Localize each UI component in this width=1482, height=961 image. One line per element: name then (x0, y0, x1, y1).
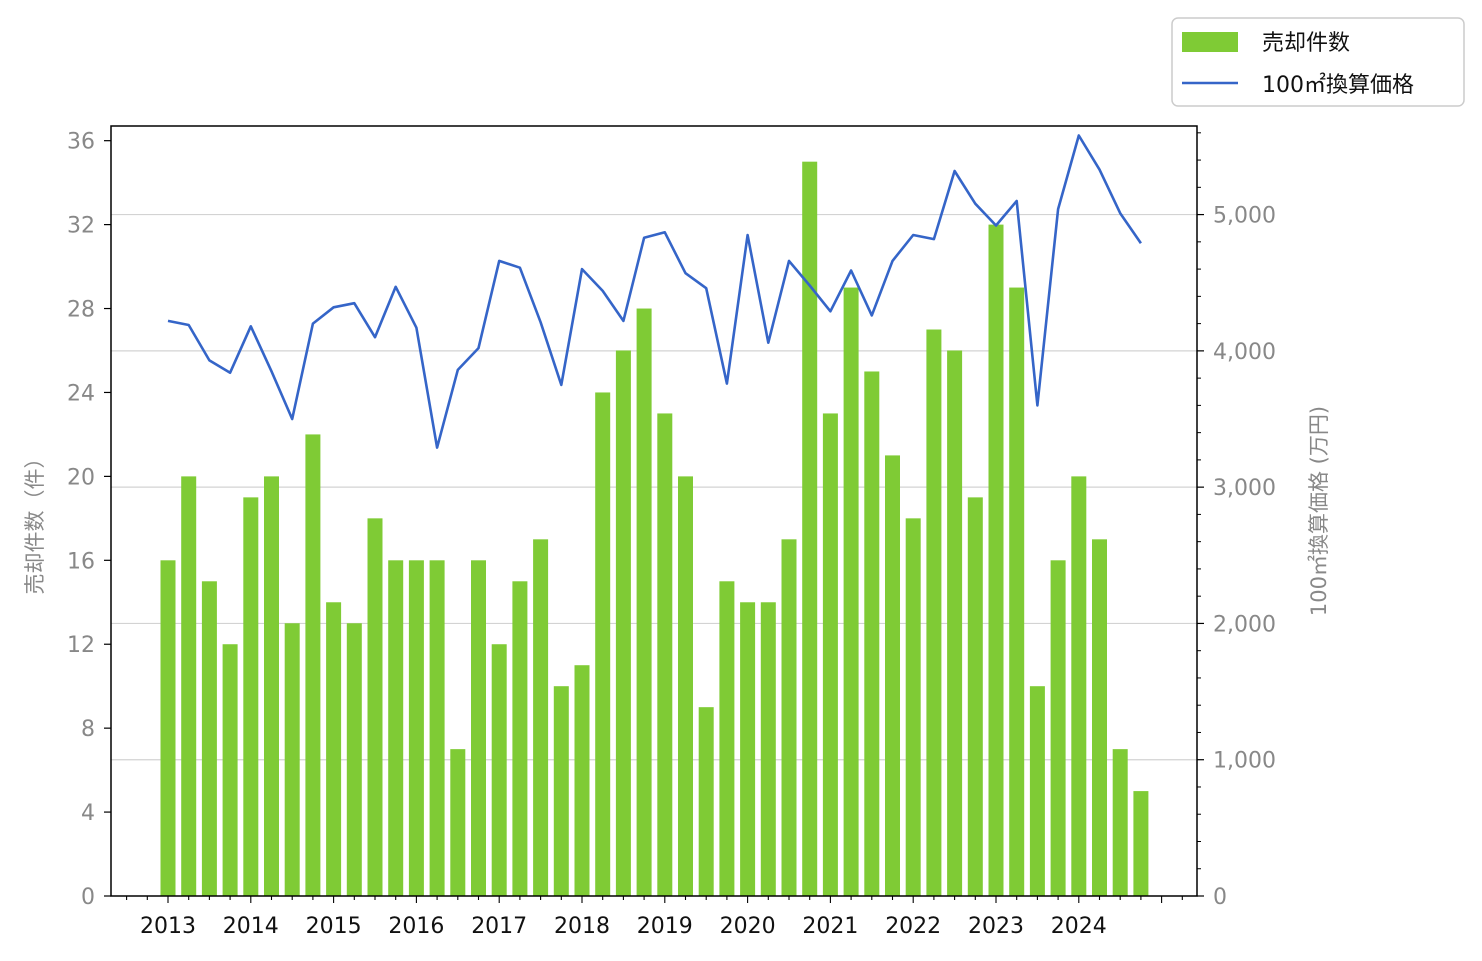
bar (822, 413, 838, 896)
legend-frame (1171, 17, 1465, 107)
bar (1133, 791, 1149, 896)
bar (471, 560, 486, 896)
bar (284, 623, 300, 896)
bar (905, 518, 921, 896)
x-tick-label: 2019 (637, 914, 693, 939)
x-tick-label: 2017 (471, 914, 527, 939)
x-tick-label: 2014 (223, 914, 279, 939)
bar (160, 560, 176, 896)
bar (181, 476, 197, 896)
right-tick-label: 5,000 (1213, 204, 1276, 229)
bar (885, 455, 900, 896)
bar (781, 539, 797, 896)
bar (1009, 287, 1025, 897)
left-tick-label: 4 (81, 801, 95, 826)
left-tick-label: 0 (81, 885, 95, 910)
bar (491, 644, 507, 896)
x-tick-label: 2016 (388, 914, 444, 939)
bar (388, 560, 404, 896)
right-tick-label: 2,000 (1213, 612, 1276, 637)
bar (615, 350, 631, 896)
bar (843, 287, 859, 897)
x-tick-label: 2024 (1051, 914, 1107, 939)
legend: 売却件数 100㎡換算価格 (1171, 17, 1465, 107)
left-tick-label: 24 (67, 381, 95, 406)
bar (574, 665, 590, 896)
y-left-axis-title: 売却件数（件） (23, 448, 47, 595)
price-line (167, 134, 1142, 449)
bar (512, 581, 528, 896)
left-axis: 0 4 8 12 16 20 24 28 32 36 (67, 130, 111, 910)
bar (408, 560, 424, 896)
bar (243, 497, 259, 896)
legend-bar-label: 売却件数 (1262, 31, 1350, 56)
bar (346, 623, 362, 896)
bar (988, 224, 1004, 896)
right-tick-label: 3,000 (1213, 476, 1276, 501)
y-right-axis-title: 100㎡換算価格 (万円) (1307, 406, 1331, 616)
bar (553, 686, 569, 896)
bar (1112, 749, 1128, 896)
left-tick-label: 32 (67, 214, 95, 239)
right-axis: 0 1,000 2,000 3,000 4,000 5,000 (1197, 132, 1276, 910)
bar (201, 581, 217, 896)
x-tick-label: 2023 (968, 914, 1024, 939)
right-tick-label: 1,000 (1213, 749, 1276, 774)
x-tick-label: 2018 (554, 914, 610, 939)
left-tick-label: 20 (67, 465, 95, 490)
bar (864, 371, 880, 897)
bar (657, 413, 673, 896)
bar (595, 392, 611, 896)
bar (305, 434, 321, 896)
bar (636, 308, 652, 896)
bar (1050, 560, 1066, 896)
left-tick-label: 8 (81, 717, 95, 742)
x-tick-label: 2015 (306, 914, 362, 939)
line-layer (167, 134, 1142, 449)
bar (1071, 476, 1087, 896)
left-tick-label: 36 (67, 130, 95, 155)
x-axis: 2013 2014 2015 2016 2017 2018 2019 2020 2021 2022… (126, 896, 1183, 939)
x-tick-label: 2021 (802, 914, 858, 939)
bar (1029, 686, 1045, 896)
bar (367, 518, 383, 896)
bar (222, 644, 238, 896)
bar (698, 707, 714, 896)
bar (678, 476, 693, 896)
left-tick-label: 16 (67, 549, 95, 574)
bars-layer (160, 161, 1149, 897)
right-tick-label: 0 (1213, 885, 1227, 910)
bar (760, 602, 776, 896)
left-tick-label: 28 (67, 298, 95, 323)
bar (533, 539, 549, 896)
right-tick-label: 4,000 (1213, 340, 1276, 365)
bar (429, 560, 445, 896)
bar (947, 350, 963, 896)
legend-bar-swatch (1182, 32, 1238, 52)
legend-line-label: 100㎡換算価格 (1262, 72, 1414, 98)
bar (967, 497, 983, 896)
bar (926, 329, 942, 896)
bar (802, 161, 818, 896)
bar (326, 602, 342, 896)
left-tick-label: 12 (67, 633, 95, 658)
x-tick-label: 2022 (885, 914, 941, 939)
bar (450, 749, 466, 896)
x-tick-label: 2013 (140, 914, 196, 939)
bar (1092, 539, 1107, 896)
plot-frame (110, 125, 1198, 897)
bar (264, 476, 279, 896)
x-tick-label: 2020 (720, 914, 776, 939)
bar (719, 581, 735, 896)
bar (740, 602, 756, 896)
